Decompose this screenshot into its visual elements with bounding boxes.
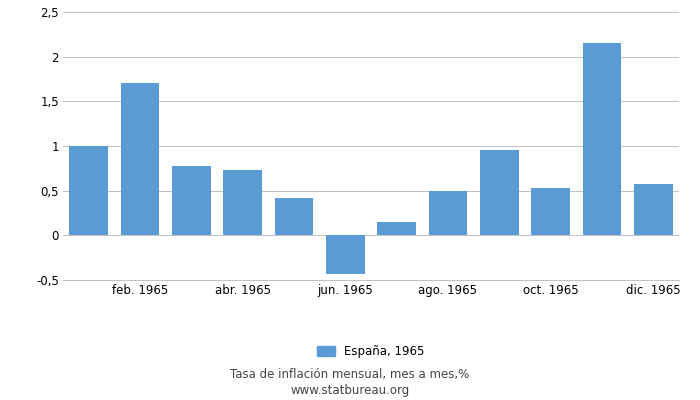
- Bar: [480, 150, 519, 235]
- Legend: España, 1965: España, 1965: [317, 345, 425, 358]
- Bar: [377, 222, 416, 235]
- Bar: [172, 166, 211, 235]
- Bar: [120, 84, 160, 235]
- Bar: [428, 191, 467, 235]
- Bar: [531, 188, 570, 235]
- Bar: [69, 146, 108, 235]
- Text: www.statbureau.org: www.statbureau.org: [290, 384, 410, 397]
- Bar: [582, 43, 622, 235]
- Bar: [326, 235, 365, 274]
- Bar: [274, 198, 314, 235]
- Bar: [223, 170, 262, 235]
- Text: Tasa de inflación mensual, mes a mes,%: Tasa de inflación mensual, mes a mes,%: [230, 368, 470, 381]
- Bar: [634, 184, 673, 235]
